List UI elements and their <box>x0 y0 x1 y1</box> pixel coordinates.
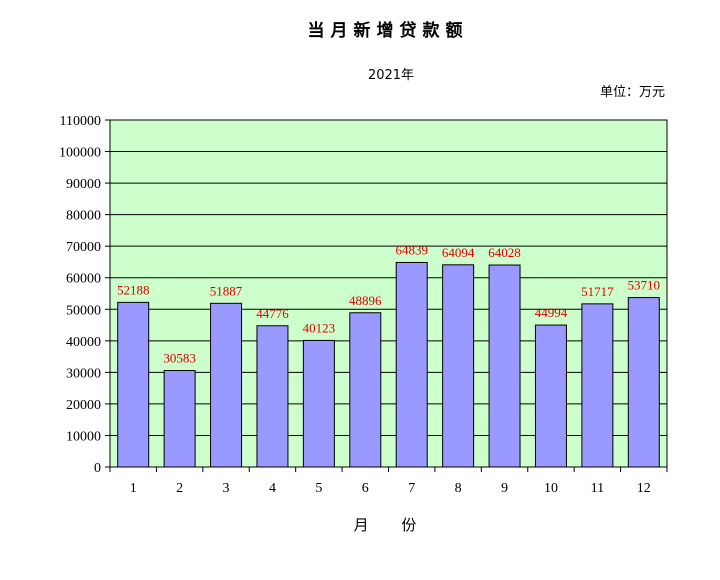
data-label: 44776 <box>256 306 289 321</box>
axes <box>105 119 668 472</box>
bar <box>581 303 614 468</box>
bar <box>302 339 335 468</box>
y-tick-label: 10000 <box>66 429 101 444</box>
bar-series <box>117 261 660 468</box>
x-tick-label: 11 <box>591 481 604 496</box>
y-tick-label: 40000 <box>66 335 101 350</box>
y-tick-labels: 0 10000 20000 30000 40000 50000 60000 70000 8000… <box>59 114 101 476</box>
x-tick-label: 1 <box>130 481 137 496</box>
data-label: 44994 <box>535 305 568 320</box>
x-tick-label: 7 <box>408 481 415 496</box>
x-tick-label: 2 <box>176 481 183 496</box>
bar <box>395 261 428 468</box>
x-tick-label: 5 <box>315 481 322 496</box>
x-tick-label: 4 <box>269 481 276 496</box>
data-labels: 52188 30583 51887 44776 40123 48896 64839 64094… <box>117 242 660 365</box>
bar <box>117 301 150 468</box>
data-label: 52188 <box>117 282 150 297</box>
bar <box>210 302 243 468</box>
data-label: 53710 <box>628 278 661 293</box>
x-tick-label: 3 <box>223 481 230 496</box>
data-label: 51717 <box>581 284 614 299</box>
bar <box>349 312 382 468</box>
y-tick-label: 80000 <box>66 209 101 224</box>
plot-frame <box>109 119 668 468</box>
x-tick-label: 8 <box>455 481 462 496</box>
data-label: 64839 <box>395 242 428 257</box>
bar <box>488 264 521 468</box>
chart-title: 当月新增贷款额 <box>308 20 469 41</box>
y-tick-label: 50000 <box>66 303 101 318</box>
x-axis-label: 月 份 <box>354 516 431 534</box>
bar <box>256 325 289 468</box>
x-tick-label: 12 <box>637 481 651 496</box>
x-tick-labels: 1 2 3 4 5 6 7 8 9 10 11 12 <box>130 481 651 496</box>
x-tick-label: 10 <box>544 481 558 496</box>
y-tick-label: 90000 <box>66 177 101 192</box>
data-label: 64028 <box>488 245 521 260</box>
bar <box>534 324 567 468</box>
plot-area <box>110 120 667 467</box>
chart-subtitle: 2021年 <box>368 68 414 83</box>
bar <box>442 264 475 468</box>
data-label: 30583 <box>163 351 196 366</box>
y-tick-label: 60000 <box>66 272 101 287</box>
y-tick-label: 0 <box>94 461 101 476</box>
y-tick-label: 30000 <box>66 366 101 381</box>
bar <box>163 370 196 468</box>
unit-label: 单位：万元 <box>600 85 665 100</box>
x-tick-label: 9 <box>501 481 508 496</box>
data-label: 51887 <box>210 283 243 298</box>
data-label: 48896 <box>349 293 382 308</box>
bar <box>627 297 660 468</box>
y-tick-label: 100000 <box>59 146 101 161</box>
y-tick-label: 20000 <box>66 398 101 413</box>
y-tick-label: 70000 <box>66 240 101 255</box>
data-label: 64094 <box>442 245 475 260</box>
y-tick-label: 110000 <box>60 114 101 129</box>
x-tick-label: 6 <box>362 481 369 496</box>
data-label: 40123 <box>303 320 336 335</box>
